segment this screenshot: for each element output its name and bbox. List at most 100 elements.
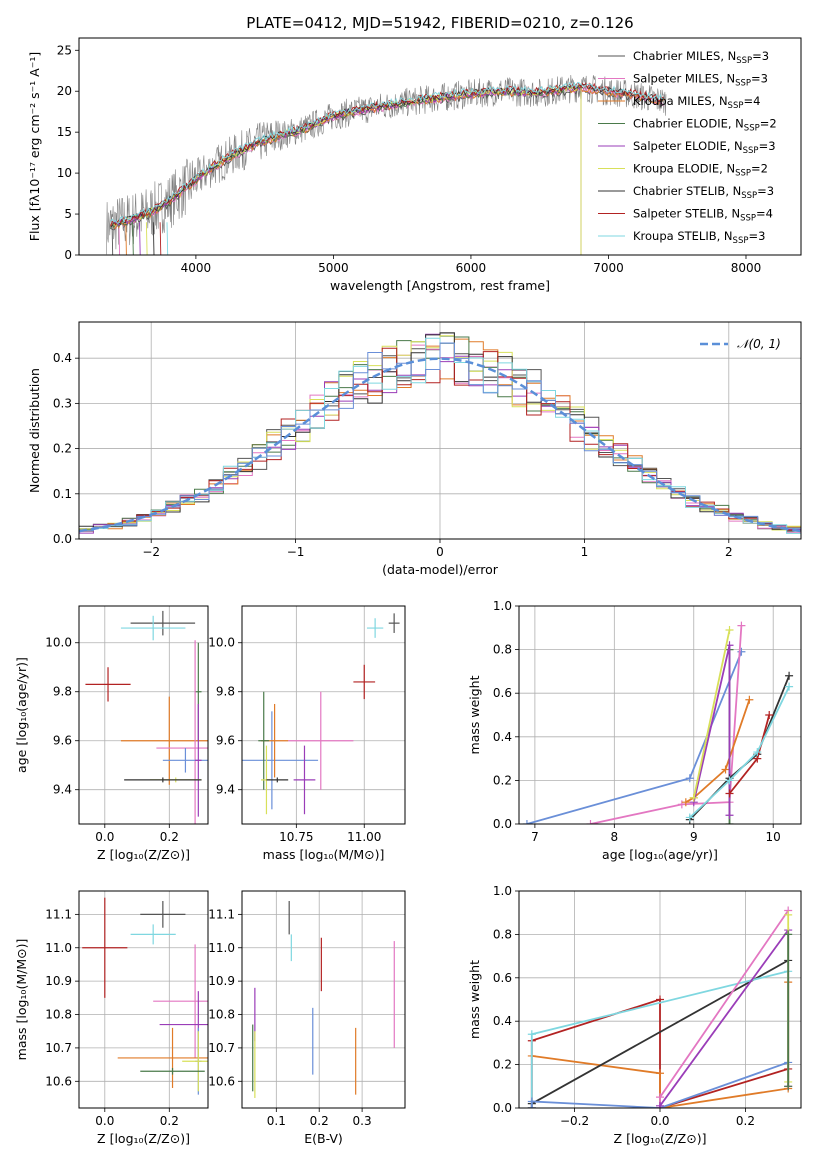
axes-frame [78, 890, 209, 1109]
x-axis-label: Z [log₁₀(Z/Z⊙)] [614, 1131, 707, 1146]
mass-weight-marker [784, 910, 793, 919]
legend-sub: SSP [736, 56, 752, 66]
legend-suffix: =3 [748, 229, 765, 243]
errorbar-point [140, 901, 186, 928]
legend-entry: Chabrier STELIB, NSSP=3 [633, 184, 774, 201]
x-axis-label: wavelength [Angstrom, rest frame] [330, 278, 550, 293]
y-tick-label: 11.1 [208, 907, 235, 921]
y-tick-label: 0.0 [53, 532, 72, 546]
errorbar-point [353, 664, 376, 700]
x-tick-label: 0.2 [736, 1114, 755, 1128]
legend-suffix: =4 [743, 94, 760, 108]
y-tick-label: 11.1 [45, 907, 72, 921]
x-tick-label: 5000 [318, 261, 349, 275]
legend-name: Chabrier STELIB, N [633, 184, 741, 198]
residual-panel: −2 −1 0 1 2 0.0 0.1 0.2 0.3 0.4 (data-model)/error… [27, 321, 802, 577]
y-tick-label: 9.6 [216, 734, 235, 748]
x-axis-label: E(B-V) [304, 1131, 343, 1146]
legend-entry: Salpeter ELODIE, NSSP=3 [633, 139, 776, 156]
mass-weight-marker [685, 813, 694, 822]
legend-name: Chabrier ELODIE, N [633, 117, 744, 131]
x-tick-label: 0.2 [310, 1114, 329, 1128]
mass-weight-marker [656, 1069, 664, 1078]
errorbar-point [120, 615, 186, 641]
mass-weight-marker [527, 1030, 536, 1039]
mass-weight-line [689, 686, 790, 819]
x-tick-label: 1 [581, 545, 589, 559]
x-axis-label: Z [log₁₀(Z/Z⊙)] [97, 1131, 190, 1146]
y-tick-label: 10.7 [208, 1041, 235, 1055]
age-vs-mass-panel-plot [242, 613, 400, 815]
x-tick-label: 10 [766, 830, 781, 844]
y-tick-label: 20 [57, 84, 72, 98]
y-tick-label: 10.7 [45, 1041, 72, 1055]
y-tick-label: 11.0 [208, 941, 235, 955]
x-tick-label: 7000 [593, 261, 624, 275]
age-vs-metallicity-panel-plot [85, 610, 208, 824]
y-tick-label: 0.0 [493, 1101, 512, 1115]
legend-suffix: =3 [752, 49, 769, 63]
mass-weight-marker [784, 1082, 793, 1091]
legend-entry: Salpeter MILES, NSSP=3 [633, 72, 768, 89]
mass-vs-metallicity-panel: 0.0 0.2 10.6 10.7 10.8 10.9 11.0 11.1 Z [log₁₀(Z… [14, 890, 209, 1146]
y-tick-label: 9.8 [53, 685, 72, 699]
mass-weight-marker [784, 930, 793, 939]
legend-suffix: =3 [757, 184, 774, 198]
y-tick-label: 0.3 [53, 396, 72, 410]
errorbar-point [266, 777, 289, 783]
age-vs-mass-panel: 10.75 11.00 9.4 9.6 9.8 10.0 mass [log₁₀(M/M⊙)… [208, 605, 406, 862]
legend-suffix: =3 [759, 139, 776, 153]
errorbar-point [153, 944, 208, 1058]
y-tick-label: 10.8 [208, 1008, 235, 1022]
y-tick-label: 10.6 [208, 1074, 235, 1088]
mass-weight-line [659, 927, 790, 1108]
errorbar-point [85, 667, 131, 702]
legend-name: Kroupa MILES, N [633, 94, 728, 108]
legend-name: Salpeter STELIB, N [633, 207, 740, 221]
errorbar-point [366, 618, 384, 638]
mass-weight-marker [725, 625, 734, 634]
mass-vs-extinction-panel-plot [252, 901, 395, 1098]
legend-sub: SSP [735, 79, 751, 89]
errorbar-point [130, 610, 196, 636]
massweight-vs-metallicity-panel: −0.2 0.0 0.2 0.0 0.2 0.4 0.6 0.8 1.0 Z [log₁₀(Z/Z… [467, 884, 802, 1146]
x-tick-label: 0.1 [267, 1114, 286, 1128]
y-tick-label: 10.0 [208, 636, 235, 650]
residual-histogram [79, 342, 801, 532]
mass-weight-marker [522, 820, 531, 824]
mass-weight-line [685, 699, 751, 803]
legend-suffix: =3 [751, 72, 768, 86]
y-tick-label: 0.8 [493, 927, 512, 941]
y-tick-label: 1.0 [493, 599, 512, 613]
chart-title: PLATE=0412, MJD=51942, FIBERID=0210, z=0… [246, 14, 633, 32]
massweight-vs-age-panel: 7 8 9 10 0.0 0.2 0.4 0.6 0.8 1.0 age [log₁₀(age/yr… [467, 599, 802, 862]
x-tick-label: 10.75 [279, 830, 313, 844]
mass-vs-extinction-panel: 0.1 0.2 0.3 10.6 10.7 10.8 10.9 11.0 11.1 E(B-V) [208, 890, 406, 1146]
residual-plot [79, 332, 801, 534]
axes-frame [518, 605, 802, 825]
errorbar-point [130, 924, 176, 945]
y-tick-label: 0.0 [493, 817, 512, 831]
errorbar-point [288, 691, 354, 790]
legend-suffix: =4 [756, 207, 773, 221]
legend-entry: 𝒩(0, 1) [737, 337, 781, 351]
x-tick-label: 7 [531, 830, 539, 844]
model-spectrum-line [110, 85, 666, 255]
mass-weight-line [692, 645, 731, 816]
x-tick-label: 6000 [456, 261, 487, 275]
x-tick-label: −0.2 [560, 1114, 589, 1128]
legend-sub: SSP [743, 146, 759, 156]
y-tick-label: 0.6 [493, 686, 512, 700]
y-tick-label: 5 [64, 207, 72, 221]
y-tick-label: 0.4 [53, 351, 72, 365]
axes-frame [78, 605, 209, 825]
legend-sub: SSP [740, 214, 756, 224]
y-tick-label: 0 [64, 248, 72, 262]
mass-weight-marker [656, 1093, 664, 1102]
spectrum-plot [106, 74, 667, 255]
errorbar-point [242, 711, 319, 810]
mass-weight-marker [737, 621, 746, 630]
massweight-vs-metallicity-panel-plot [527, 906, 793, 1108]
